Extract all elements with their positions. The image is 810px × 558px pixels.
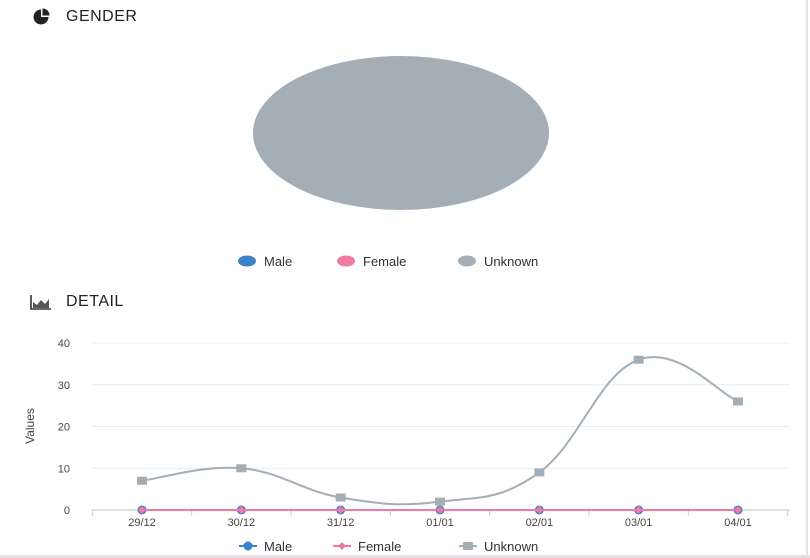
data-point-female-5[interactable] [634,506,643,514]
data-point-unknown-5[interactable] [633,355,644,364]
x-tick-label: 01/01 [426,517,454,529]
pie-legend-item-male[interactable]: Male [238,254,292,269]
data-point-unknown-3[interactable] [435,497,445,506]
data-point-unknown-1[interactable] [236,464,247,473]
pie-legend-item-unknown[interactable]: Unknown [458,254,538,269]
data-point-female-2[interactable] [336,506,345,514]
y-tick-label: 20 [58,422,70,434]
y-tick-label: 40 [58,338,70,350]
pie-legend-label-male: Male [264,254,292,269]
pie-chart-icon [33,8,50,25]
line-legend-marker-unknown [463,542,473,550]
y-tick-label: 0 [64,505,70,517]
line-legend-label-unknown: Unknown [484,539,538,554]
pie-legend-marker-female [337,255,355,267]
line-legend-label-male: Male [264,539,292,554]
frame-right-border [806,0,808,558]
data-point-unknown-2[interactable] [335,493,346,502]
pie-legend-marker-unknown [458,255,476,267]
gender-pie-chart: Male Female Unknown [238,56,549,269]
x-tick-label: 02/01 [526,517,554,529]
line-legend-label-female: Female [358,539,401,554]
x-tick-label: 04/01 [724,517,752,529]
series-line-unknown [141,356,739,506]
series-unknown [137,355,743,506]
line-legend-marker-male [243,541,253,551]
gender-title: GENDER [66,8,138,25]
y-axis-label: Values [23,408,37,444]
pie-legend-marker-male [238,255,256,267]
gender-header: GENDER [30,8,137,26]
y-tick-label: 10 [58,463,70,475]
pie-slice-unknown[interactable] [253,56,549,210]
line-legend-item-male[interactable]: Male [239,539,292,554]
data-point-female-6[interactable] [734,506,742,514]
x-tick-label: 31/12 [327,517,355,529]
area-chart-icon [30,295,51,310]
series-female [138,506,742,514]
x-tick-label: 03/01 [625,517,653,529]
line-legend-item-female[interactable]: Female [333,539,401,554]
detail-title: DETAIL [66,293,124,310]
data-point-female-1[interactable] [237,506,246,514]
data-point-female-3[interactable] [436,506,444,514]
data-point-female-4[interactable] [535,506,544,514]
data-point-unknown-6[interactable] [733,397,743,406]
data-point-unknown-0[interactable] [137,476,147,485]
detail-header: DETAIL [30,293,124,311]
line-legend-marker-female [338,542,346,550]
x-tick-label: 30/12 [228,517,256,529]
pie-legend-label-unknown: Unknown [484,254,538,269]
data-point-female-0[interactable] [138,506,146,514]
frame-bottom-border [0,555,810,558]
y-tick-label: 30 [58,380,70,392]
x-tick-label: 29/12 [128,517,156,529]
data-point-unknown-4[interactable] [534,468,545,477]
line-legend-item-unknown[interactable]: Unknown [459,539,538,554]
pie-legend-item-female[interactable]: Female [337,254,406,269]
pie-legend-label-female: Female [363,254,406,269]
